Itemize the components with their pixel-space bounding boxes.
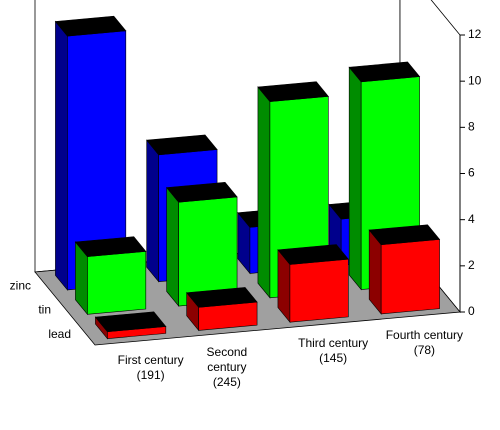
y-tick-label: 6 <box>468 166 475 180</box>
bar-side <box>146 139 159 283</box>
bar-side <box>55 20 68 291</box>
bar-top <box>54 15 127 37</box>
x-tick-label: First century (191) <box>117 352 184 382</box>
bar-top <box>368 224 441 245</box>
row-label: lead <box>48 327 71 341</box>
bar-top <box>186 287 258 308</box>
y-tick-label: 8 <box>468 120 475 134</box>
y-tick-label: 2 <box>468 258 475 272</box>
bar-top <box>348 61 421 83</box>
bar <box>166 181 238 307</box>
bar-top <box>94 311 167 333</box>
bar-top <box>257 81 329 102</box>
y-tick-label: 4 <box>468 212 475 226</box>
bar <box>368 224 441 315</box>
bar-side <box>166 186 179 307</box>
bar-side <box>348 66 362 291</box>
x-tick-label: Fourth century (78) <box>385 328 464 358</box>
x-tick-label: Second century (245) <box>206 344 248 389</box>
y-tick-label: 12 <box>468 27 482 41</box>
x-tick-label: Third century (145) <box>298 336 369 366</box>
row-label: zinc <box>10 278 31 292</box>
bar-top <box>146 134 218 156</box>
bar <box>94 311 167 340</box>
bar-front <box>87 250 147 315</box>
bar-top <box>74 236 147 257</box>
bar-front <box>289 258 349 323</box>
bar <box>74 236 147 316</box>
bar <box>54 15 127 291</box>
bar-front <box>380 239 440 315</box>
bar-top <box>166 181 238 203</box>
y-tick-label: 10 <box>468 73 482 87</box>
bar-top <box>277 244 349 265</box>
bar <box>277 244 349 323</box>
bar-side <box>257 86 271 299</box>
row-label: tin <box>38 303 51 317</box>
y-tick-label: 0 <box>468 304 475 318</box>
bar <box>186 287 258 332</box>
